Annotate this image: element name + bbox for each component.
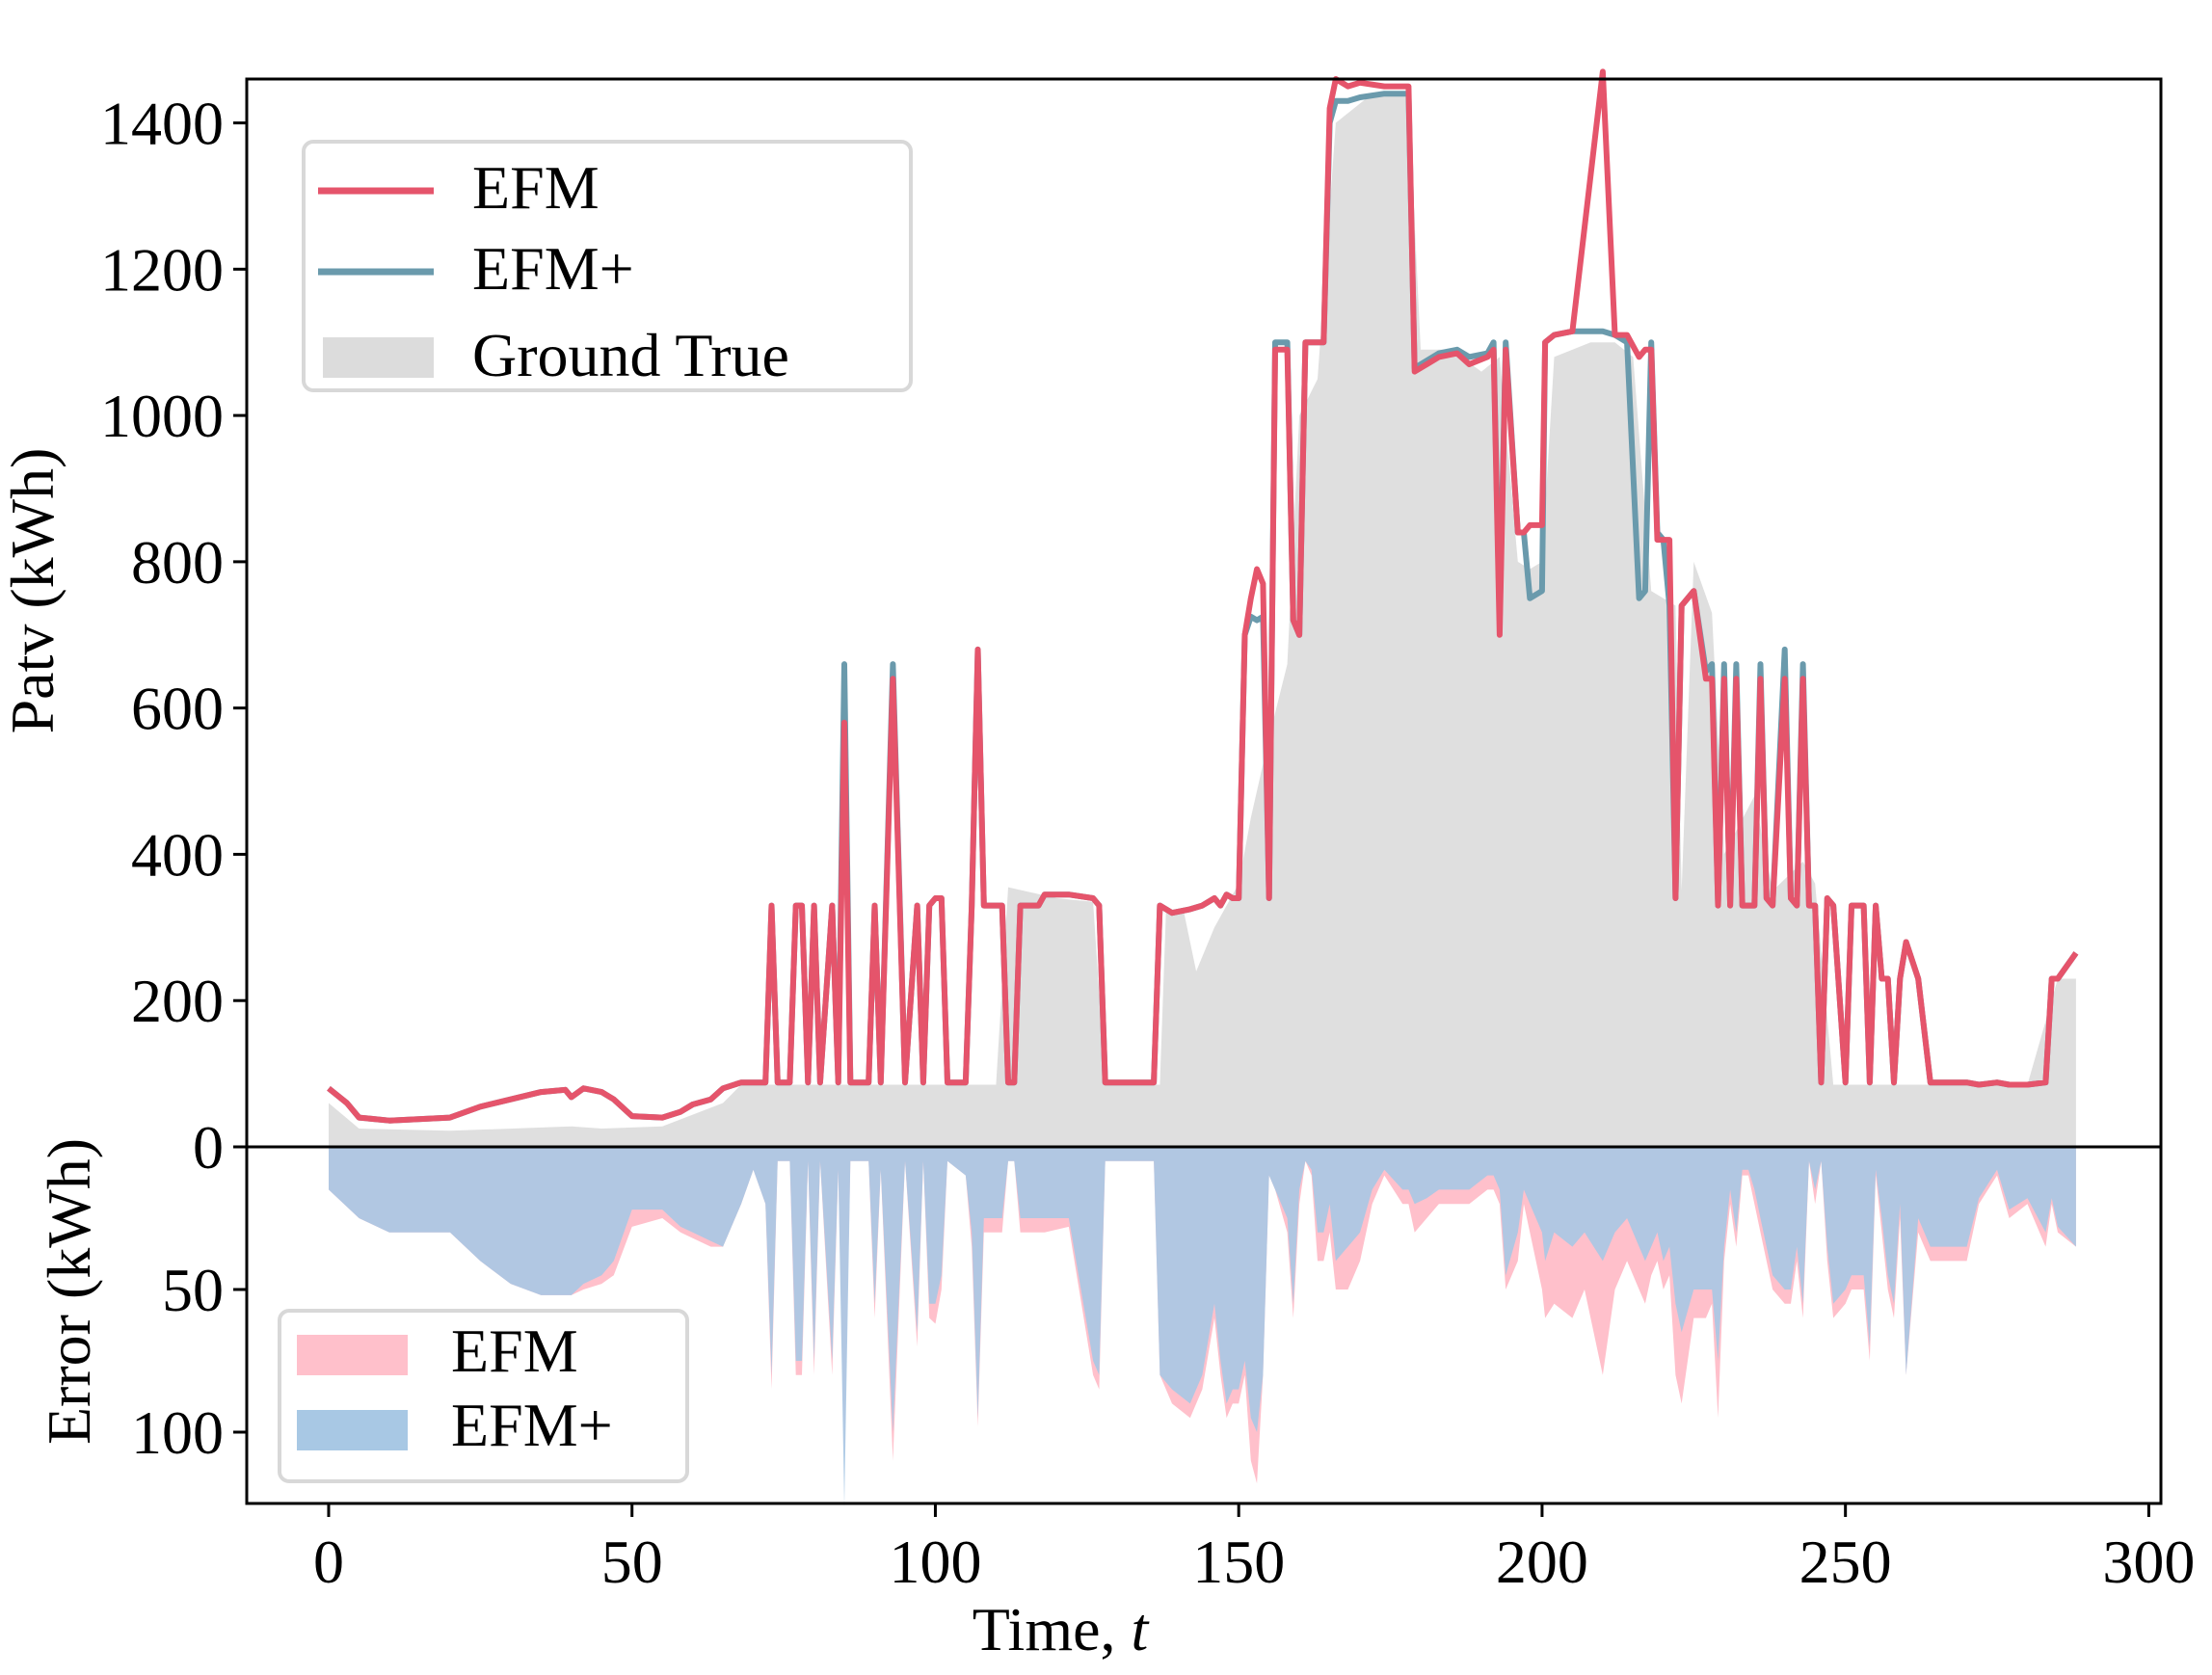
legend-ground-true-swatch — [323, 337, 434, 378]
y-tick-label-error: 100 — [131, 1398, 224, 1467]
y-tick-label-patv: 400 — [131, 820, 224, 889]
legend-ground-true-label: Ground True — [472, 321, 789, 389]
legend-efm-label: EFM — [472, 153, 600, 222]
x-tick-label: 250 — [1799, 1528, 1892, 1596]
y-tick-label-patv: 1200 — [100, 235, 224, 304]
x-tick-label: 0 — [313, 1528, 344, 1596]
x-tick-label: 200 — [1496, 1528, 1588, 1596]
x-tick-label: 50 — [601, 1528, 663, 1596]
x-axis-label-var: t — [1132, 1595, 1151, 1663]
legend-error-efm-label: EFM — [451, 1316, 578, 1385]
y-axis-error: 0 50 100 — [131, 1113, 247, 1467]
y-axis-label-patv: Patv (kWh) — [0, 448, 67, 734]
y-tick-label-error: 0 — [193, 1113, 224, 1182]
y-tick-label-patv: 800 — [131, 528, 224, 597]
x-axis: 0 50 100 150 200 250 300 — [313, 1503, 2195, 1596]
legend-error-efm-plus-label: EFM+ — [451, 1391, 613, 1459]
y-tick-label-patv: 1000 — [100, 382, 224, 450]
x-axis-label-text: Time, — [973, 1595, 1132, 1663]
legend-error-efm-plus-swatch — [297, 1410, 408, 1450]
y-tick-label-patv: 200 — [131, 967, 224, 1035]
y-tick-label-patv: 1400 — [100, 90, 224, 158]
error-fills — [329, 1147, 2076, 1506]
y-axis-label-error: Error (kWh) — [35, 1138, 103, 1445]
x-tick-label: 100 — [889, 1528, 981, 1596]
x-tick-label: 150 — [1192, 1528, 1285, 1596]
area-ground-true — [329, 93, 2076, 1148]
y-axis-patv: 200 400 600 800 1000 1200 1400 — [100, 90, 247, 1149]
line-efm — [327, 68, 2079, 1124]
y-tick-label-patv: 600 — [131, 675, 224, 743]
x-tick-label: 300 — [2102, 1528, 2195, 1596]
legend-error-efm-swatch — [297, 1335, 408, 1375]
legend-top-box — [302, 140, 913, 392]
legend-efm-plus-label: EFM+ — [472, 234, 634, 303]
y-tick-label-error: 50 — [162, 1256, 224, 1324]
prediction-lines — [327, 68, 2079, 1124]
plot-frame — [245, 77, 2163, 1505]
legend-top: EFM EFM+ Ground True — [302, 140, 913, 392]
ground-true-fill — [329, 93, 2076, 1148]
x-axis-label: Time, t — [973, 1595, 1151, 1663]
legend-bottom: EFM EFM+ — [278, 1309, 689, 1483]
error-area-efm-plus — [329, 1147, 2076, 1506]
